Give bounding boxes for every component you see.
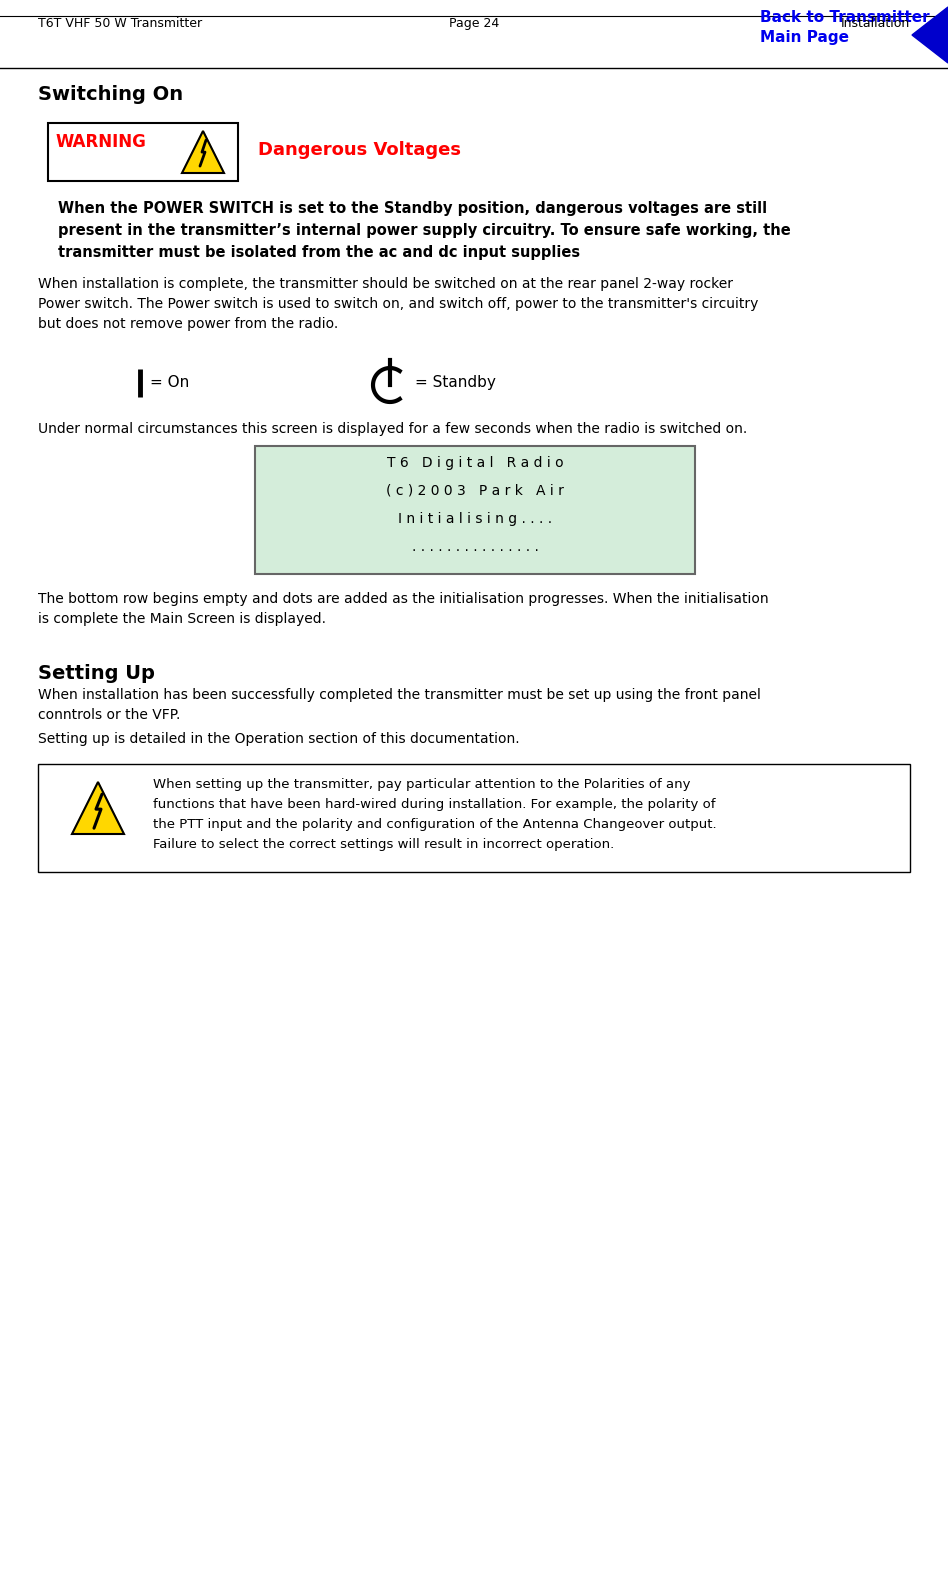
Text: is complete the Main Screen is displayed.: is complete the Main Screen is displayed… (38, 611, 326, 626)
Text: ( c ) 2 0 0 3   P a r k   A i r: ( c ) 2 0 0 3 P a r k A i r (386, 484, 564, 498)
Text: WARNING: WARNING (56, 132, 147, 152)
FancyBboxPatch shape (38, 764, 910, 871)
Text: the PTT input and the polarity and configuration of the Antenna Changeover outpu: the PTT input and the polarity and confi… (153, 819, 717, 832)
Text: Power switch. The Power switch is used to switch on, and switch off, power to th: Power switch. The Power switch is used t… (38, 297, 758, 311)
Polygon shape (182, 131, 224, 172)
Text: Dangerous Voltages: Dangerous Voltages (258, 140, 461, 160)
Text: functions that have been hard-wired during installation. For example, the polari: functions that have been hard-wired duri… (153, 798, 716, 811)
Text: T 6   D i g i t a l   R a d i o: T 6 D i g i t a l R a d i o (387, 456, 563, 469)
Text: but does not remove power from the radio.: but does not remove power from the radio… (38, 318, 338, 330)
Text: The bottom row begins empty and dots are added as the initialisation progresses.: The bottom row begins empty and dots are… (38, 592, 769, 606)
Polygon shape (72, 782, 124, 835)
Text: transmitter must be isolated from the ac and dc input supplies: transmitter must be isolated from the ac… (58, 246, 580, 260)
Text: Setting up is detailed in the Operation section of this documentation.: Setting up is detailed in the Operation … (38, 733, 520, 745)
Text: When installation has been successfully completed the transmitter must be set up: When installation has been successfully … (38, 688, 761, 702)
Text: I n i t i a l i s i n g . . . .: I n i t i a l i s i n g . . . . (398, 512, 552, 527)
FancyBboxPatch shape (255, 445, 695, 575)
Text: Under normal circumstances this screen is displayed for a few seconds when the r: Under normal circumstances this screen i… (38, 421, 747, 436)
Text: Back to Transmitter: Back to Transmitter (760, 10, 930, 26)
Text: T6T VHF 50 W Transmitter: T6T VHF 50 W Transmitter (38, 18, 202, 30)
Text: When setting up the transmitter, pay particular attention to the Polarities of a: When setting up the transmitter, pay par… (153, 777, 690, 792)
Text: Page 24: Page 24 (448, 18, 500, 30)
Text: Installation: Installation (841, 18, 910, 30)
Text: When installation is complete, the transmitter should be switched on at the rear: When installation is complete, the trans… (38, 278, 733, 290)
Text: present in the transmitter’s internal power supply circuitry. To ensure safe wor: present in the transmitter’s internal po… (58, 223, 791, 238)
Text: When the POWER SWITCH is set to the Standby position, dangerous voltages are sti: When the POWER SWITCH is set to the Stan… (58, 201, 767, 215)
Text: . . . . . . . . . . . . . . .: . . . . . . . . . . . . . . . (411, 539, 538, 554)
Text: Switching On: Switching On (38, 85, 183, 104)
Text: Main Page: Main Page (760, 30, 849, 45)
Text: = On: = On (150, 375, 190, 389)
Text: conntrols or the VFP.: conntrols or the VFP. (38, 709, 180, 721)
Text: Setting Up: Setting Up (38, 664, 155, 683)
FancyBboxPatch shape (48, 123, 238, 180)
Text: = Standby: = Standby (415, 375, 496, 389)
Polygon shape (912, 6, 948, 62)
Text: Failure to select the correct settings will result in incorrect operation.: Failure to select the correct settings w… (153, 838, 614, 851)
